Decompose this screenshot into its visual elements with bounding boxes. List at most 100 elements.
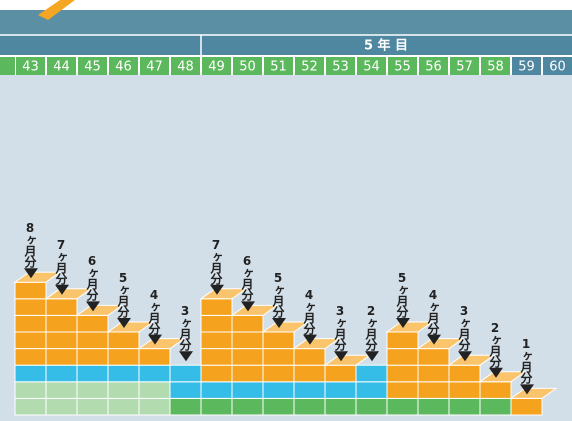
column-number: 52 <box>301 60 318 75</box>
block <box>387 398 418 415</box>
block <box>46 365 77 382</box>
block <box>15 315 46 332</box>
block <box>170 365 201 382</box>
period-label: 4ヶ月分 <box>147 288 161 334</box>
period-label: 6ヶ月分 <box>240 254 254 300</box>
block <box>263 398 294 415</box>
column-number: 50 <box>239 60 256 75</box>
block <box>108 349 139 366</box>
block <box>232 315 263 332</box>
block <box>46 315 77 332</box>
column-number: 44 <box>53 60 70 75</box>
block <box>232 382 263 399</box>
period-label: 3ヶ月分 <box>178 304 192 350</box>
block <box>263 382 294 399</box>
block <box>15 398 46 415</box>
column-number: 60 <box>549 60 566 75</box>
block <box>480 382 511 399</box>
top-band <box>0 10 572 35</box>
block <box>418 349 449 366</box>
period-label: 7ヶ月分 <box>209 238 223 284</box>
block <box>356 365 387 382</box>
column-number: 57 <box>456 60 473 75</box>
block <box>139 349 170 366</box>
column-number: 58 <box>487 60 504 75</box>
period-label: 7ヶ月分 <box>54 238 68 284</box>
block <box>77 349 108 366</box>
block <box>232 349 263 366</box>
year-band <box>0 35 572 55</box>
block <box>170 382 201 399</box>
period-label: 4ヶ月分 <box>302 288 316 334</box>
block <box>77 332 108 349</box>
block <box>46 299 77 316</box>
block <box>294 365 325 382</box>
block <box>387 365 418 382</box>
block <box>15 365 46 382</box>
block <box>294 398 325 415</box>
block <box>263 365 294 382</box>
block <box>201 398 232 415</box>
column-number: 59 <box>518 60 535 75</box>
block <box>77 382 108 399</box>
block <box>418 398 449 415</box>
block <box>201 382 232 399</box>
block <box>77 398 108 415</box>
number-cell <box>0 57 15 75</box>
column-number: 53 <box>332 60 349 75</box>
year-label: 5 年 目 <box>364 38 408 54</box>
period-label: 5ヶ月分 <box>271 271 285 317</box>
period-label: 2ヶ月分 <box>488 321 502 367</box>
block <box>77 315 108 332</box>
period-label: 4ヶ月分 <box>426 288 440 334</box>
column-number: 49 <box>208 60 225 75</box>
period-label: 3ヶ月分 <box>457 304 471 350</box>
block <box>170 398 201 415</box>
column-number: 51 <box>270 60 287 75</box>
column-number: 55 <box>394 60 411 75</box>
period-label: 5ヶ月分 <box>116 271 130 317</box>
block <box>294 382 325 399</box>
block <box>201 332 232 349</box>
block <box>356 382 387 399</box>
column-number: 43 <box>22 60 39 75</box>
block <box>108 398 139 415</box>
block <box>15 349 46 366</box>
column-number: 48 <box>177 60 194 75</box>
block <box>46 398 77 415</box>
block <box>139 382 170 399</box>
block <box>139 398 170 415</box>
column-number: 45 <box>84 60 101 75</box>
block <box>480 398 511 415</box>
column-number: 47 <box>146 60 163 75</box>
block <box>325 398 356 415</box>
block <box>77 365 108 382</box>
block <box>232 365 263 382</box>
block <box>263 349 294 366</box>
block <box>201 315 232 332</box>
block <box>418 382 449 399</box>
period-label: 6ヶ月分 <box>85 254 99 300</box>
block <box>139 365 170 382</box>
block <box>325 365 356 382</box>
block <box>356 398 387 415</box>
block <box>449 382 480 399</box>
block <box>232 332 263 349</box>
block <box>387 382 418 399</box>
page: 5 年 目 4344454647484950515253545556575859… <box>0 0 572 421</box>
block <box>15 282 46 299</box>
block <box>46 349 77 366</box>
block <box>201 299 232 316</box>
block <box>449 365 480 382</box>
block <box>294 349 325 366</box>
period-label: 5ヶ月分 <box>395 271 409 317</box>
block <box>418 365 449 382</box>
block <box>449 398 480 415</box>
period-label: 2ヶ月分 <box>364 304 378 350</box>
block <box>263 332 294 349</box>
period-label: 8ヶ月分 <box>23 221 37 267</box>
column-number: 46 <box>115 60 132 75</box>
column-number: 54 <box>363 60 380 75</box>
block <box>201 365 232 382</box>
period-label: 1ヶ月分 <box>519 337 533 383</box>
